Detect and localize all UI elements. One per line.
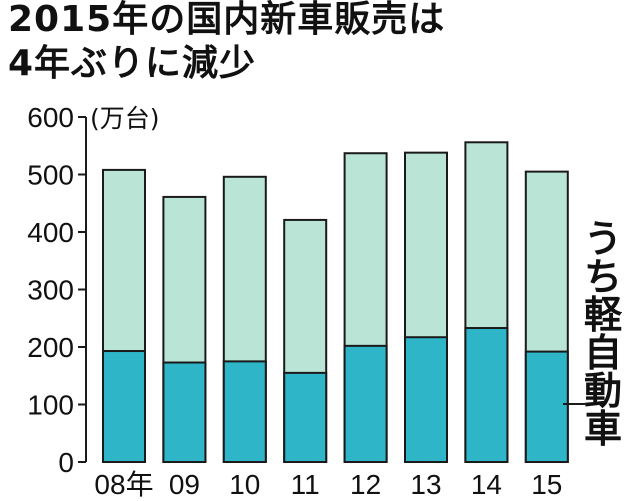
chart-title-line-1: 2015年の国内新車販売は — [8, 0, 446, 40]
y-tick-label: 600 — [27, 102, 74, 133]
y-tick-label: 0 — [58, 447, 74, 478]
x-category-label: 09 — [169, 469, 200, 500]
x-category-label: 11 — [291, 469, 320, 500]
bar-kei-car — [524, 350, 569, 464]
bar-kei-car — [102, 350, 146, 463]
legend-kei-car-char: ち — [584, 255, 622, 299]
legend-kei-car-char: 車 — [584, 407, 622, 451]
chart-title-line-2: 4年ぶりに減少 — [8, 43, 257, 84]
y-tick-label: 300 — [27, 275, 74, 306]
bar-kei-car — [464, 327, 509, 463]
y-tick-label: 500 — [27, 160, 74, 191]
legend-kei-car-char: 軽 — [584, 293, 623, 337]
x-category-label: 14 — [471, 469, 502, 500]
bar-kei-car — [343, 344, 388, 464]
y-tick-label: 100 — [27, 390, 74, 421]
y-tick-label: 200 — [27, 332, 74, 363]
x-category-label: 12 — [350, 469, 381, 500]
legend-kei-car-char: 動 — [584, 369, 622, 413]
legend-kei-car-char: う — [584, 217, 622, 261]
x-category-label: 10 — [229, 469, 260, 500]
bar-kei-car — [162, 361, 207, 463]
bar-kei-car — [404, 336, 448, 464]
x-category-label: 13 — [410, 469, 441, 500]
y-axis-unit-label: (万台) — [90, 104, 160, 133]
y-tick-label: 400 — [27, 217, 74, 248]
x-category-label: 15 — [531, 469, 562, 500]
legend-kei-car-char: 自 — [584, 331, 622, 375]
x-category-label: 08年 — [94, 469, 153, 500]
bar-kei-car — [222, 360, 267, 463]
bar-kei-car — [283, 371, 328, 463]
